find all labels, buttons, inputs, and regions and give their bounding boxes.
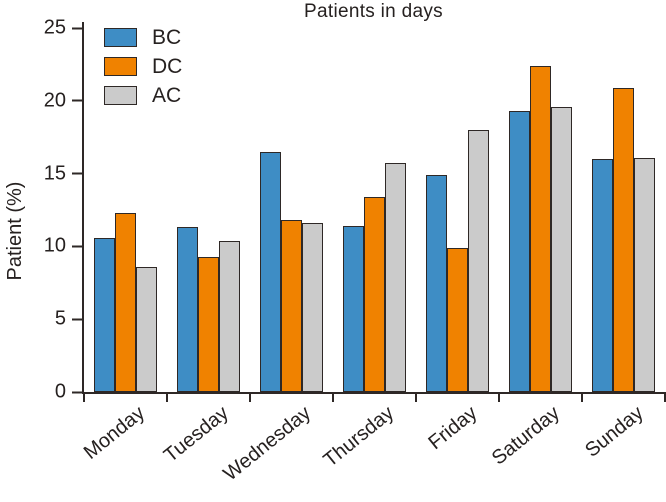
bar-ac-saturday [551, 106, 572, 392]
y-tick-mark [72, 245, 84, 248]
bar-ac-thursday [385, 163, 406, 392]
bar-bc-wednesday [260, 151, 281, 392]
chart-title: Patients in days [304, 1, 443, 22]
plot-area: 0 5 10 15 20 25 BC DC AC [44, 17, 666, 402]
bar-group-sunday [582, 22, 665, 392]
y-tick-mark [72, 391, 84, 393]
bar-dc-sunday [613, 87, 634, 392]
bar-bc-monday [94, 237, 115, 392]
legend-item-bc: BC [104, 27, 182, 48]
bar-group-friday [416, 22, 499, 392]
bar-groups [84, 22, 665, 392]
x-label-friday: Friday [424, 402, 482, 455]
bar-bc-saturday [509, 111, 530, 392]
bar-bc-friday [426, 175, 447, 392]
bar-dc-tuesday [198, 256, 219, 392]
legend-swatch-ac [104, 86, 137, 105]
bar-dc-saturday [530, 65, 551, 392]
y-tick-5: 5 [54, 307, 84, 330]
y-tick-mark [72, 318, 84, 321]
bar-ac-wednesday [302, 223, 323, 392]
y-tick-mark [72, 99, 84, 102]
bar-dc-wednesday [281, 220, 302, 392]
x-tick [249, 392, 251, 402]
bar-dc-monday [115, 212, 136, 392]
x-label-monday: Monday [80, 402, 150, 464]
bar-group-monday [84, 22, 167, 392]
x-tick [166, 392, 168, 402]
bar-group-wednesday [250, 22, 333, 392]
y-tick-0: 0 [54, 380, 84, 403]
bar-group-tuesday [167, 22, 250, 392]
legend-item-dc: DC [104, 56, 182, 77]
y-tick-label: 10 [43, 234, 66, 257]
bar-group-thursday [333, 22, 416, 392]
bar-ac-sunday [634, 157, 655, 392]
bar-bc-thursday [343, 226, 364, 392]
x-tick [83, 392, 85, 402]
y-tick-label: 25 [43, 16, 66, 39]
x-label-wednesday: Wednesday [219, 402, 316, 486]
x-tick [415, 392, 417, 402]
bar-bc-tuesday [177, 227, 198, 392]
legend-label-dc: DC [152, 55, 183, 78]
legend-item-ac: AC [104, 85, 182, 106]
bar-ac-monday [136, 266, 157, 392]
legend: BC DC AC [104, 27, 182, 114]
y-tick-10: 10 [43, 234, 84, 257]
y-tick-label: 0 [54, 380, 66, 403]
bar-group-saturday [499, 22, 582, 392]
y-tick-15: 15 [44, 163, 84, 184]
x-label-sunday: Sunday [580, 402, 648, 462]
x-label-thursday: Thursday [319, 402, 399, 472]
y-tick-label: 20 [43, 89, 66, 112]
y-tick-25: 25 [43, 16, 84, 39]
legend-swatch-bc [104, 28, 137, 47]
x-tick [498, 392, 500, 402]
bar-bc-sunday [592, 159, 613, 392]
y-axis-title: Patient (%) [4, 181, 26, 281]
x-label-saturday: Saturday [488, 402, 565, 470]
bar-dc-thursday [364, 196, 385, 392]
y-tick-mark [72, 172, 84, 175]
bar-ac-tuesday [219, 240, 240, 392]
x-tick [332, 392, 334, 402]
y-tick-20: 20 [44, 90, 84, 111]
x-label-tuesday: Tuesday [159, 402, 233, 467]
x-tick [664, 392, 666, 402]
legend-label-ac: AC [152, 84, 182, 107]
bar-dc-friday [447, 247, 468, 392]
bar-ac-friday [468, 129, 489, 392]
legend-swatch-dc [104, 57, 137, 76]
y-tick-label: 15 [43, 162, 66, 185]
y-tick-mark [72, 27, 84, 29]
y-tick-label: 5 [54, 307, 66, 330]
legend-label-bc: BC [152, 26, 182, 49]
x-tick [581, 392, 583, 402]
